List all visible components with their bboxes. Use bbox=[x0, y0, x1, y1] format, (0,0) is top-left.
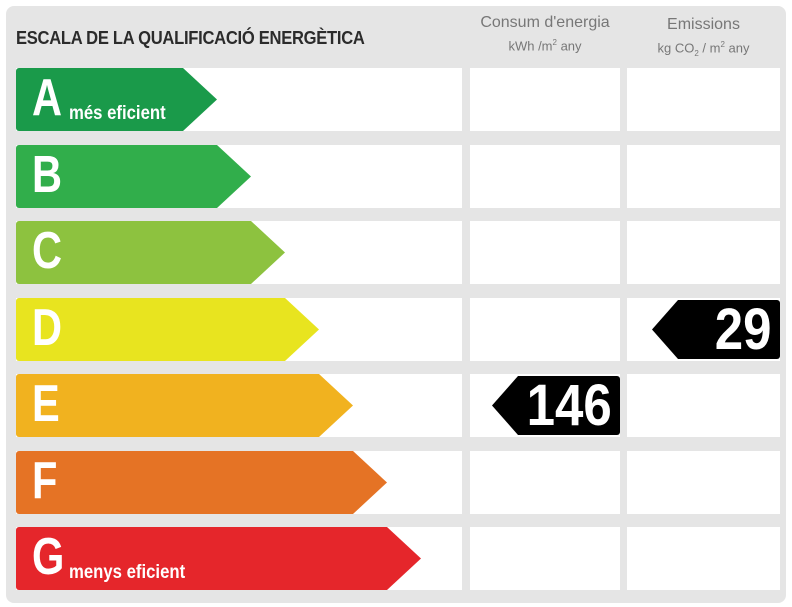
emissions-value: 29 bbox=[715, 297, 772, 362]
rating-letter: D bbox=[32, 299, 63, 357]
emissions-cell bbox=[627, 527, 780, 590]
rating-letter: E bbox=[32, 375, 60, 433]
consumption-cell bbox=[470, 298, 620, 361]
consumption-header-unit: kWh /m2 any bbox=[508, 38, 582, 54]
rating-arrow-b: B bbox=[16, 145, 251, 208]
consumption-cell bbox=[470, 527, 620, 590]
emissions-cell bbox=[627, 68, 780, 131]
rating-row-b: B bbox=[0, 145, 792, 208]
rating-arrow-e: E bbox=[16, 374, 353, 437]
emissions-cell bbox=[627, 145, 780, 208]
emissions-cell: 29 bbox=[627, 298, 780, 361]
emissions-header-unit: kg CO2 / m2 any bbox=[657, 40, 750, 58]
rating-caption: més eficient bbox=[69, 103, 166, 124]
label-title: ESCALA DE LA QUALIFICACIÓ ENERGÈTICA bbox=[16, 28, 365, 48]
consumption-cell bbox=[470, 145, 620, 208]
rating-letter: B bbox=[32, 146, 63, 204]
rating-letter: G bbox=[32, 528, 65, 586]
consumption-cell: 146 bbox=[470, 374, 620, 437]
consumption-cell bbox=[470, 451, 620, 514]
emissions-value-marker: 29 bbox=[652, 300, 780, 359]
rating-row-e: E 146 bbox=[0, 374, 792, 437]
emissions-cell bbox=[627, 374, 780, 437]
consumption-cell bbox=[470, 68, 620, 131]
emissions-header-title: Emissions bbox=[667, 16, 740, 33]
consumption-cell bbox=[470, 221, 620, 284]
emissions-column-header: Emissions kg CO2 / m2 any bbox=[627, 16, 780, 58]
rating-arrow-d: D bbox=[16, 298, 319, 361]
rating-letter: C bbox=[32, 222, 63, 280]
rating-row-c: C bbox=[0, 221, 792, 284]
consumption-column-header: Consum d'energia kWh /m2 any bbox=[470, 14, 620, 53]
rating-letter: A bbox=[32, 69, 63, 127]
rating-row-d: D 29 bbox=[0, 298, 792, 361]
consumption-value: 146 bbox=[526, 373, 612, 438]
rating-arrow-c: C bbox=[16, 221, 285, 284]
rating-arrow-f: F bbox=[16, 451, 387, 514]
emissions-cell bbox=[627, 221, 780, 284]
rating-caption: menys eficient bbox=[69, 562, 186, 583]
consumption-value-marker: 146 bbox=[492, 376, 620, 435]
rating-row-f: F bbox=[0, 451, 792, 514]
consumption-header-title: Consum d'energia bbox=[480, 14, 610, 31]
emissions-cell bbox=[627, 451, 780, 514]
rating-letter: F bbox=[32, 452, 58, 510]
